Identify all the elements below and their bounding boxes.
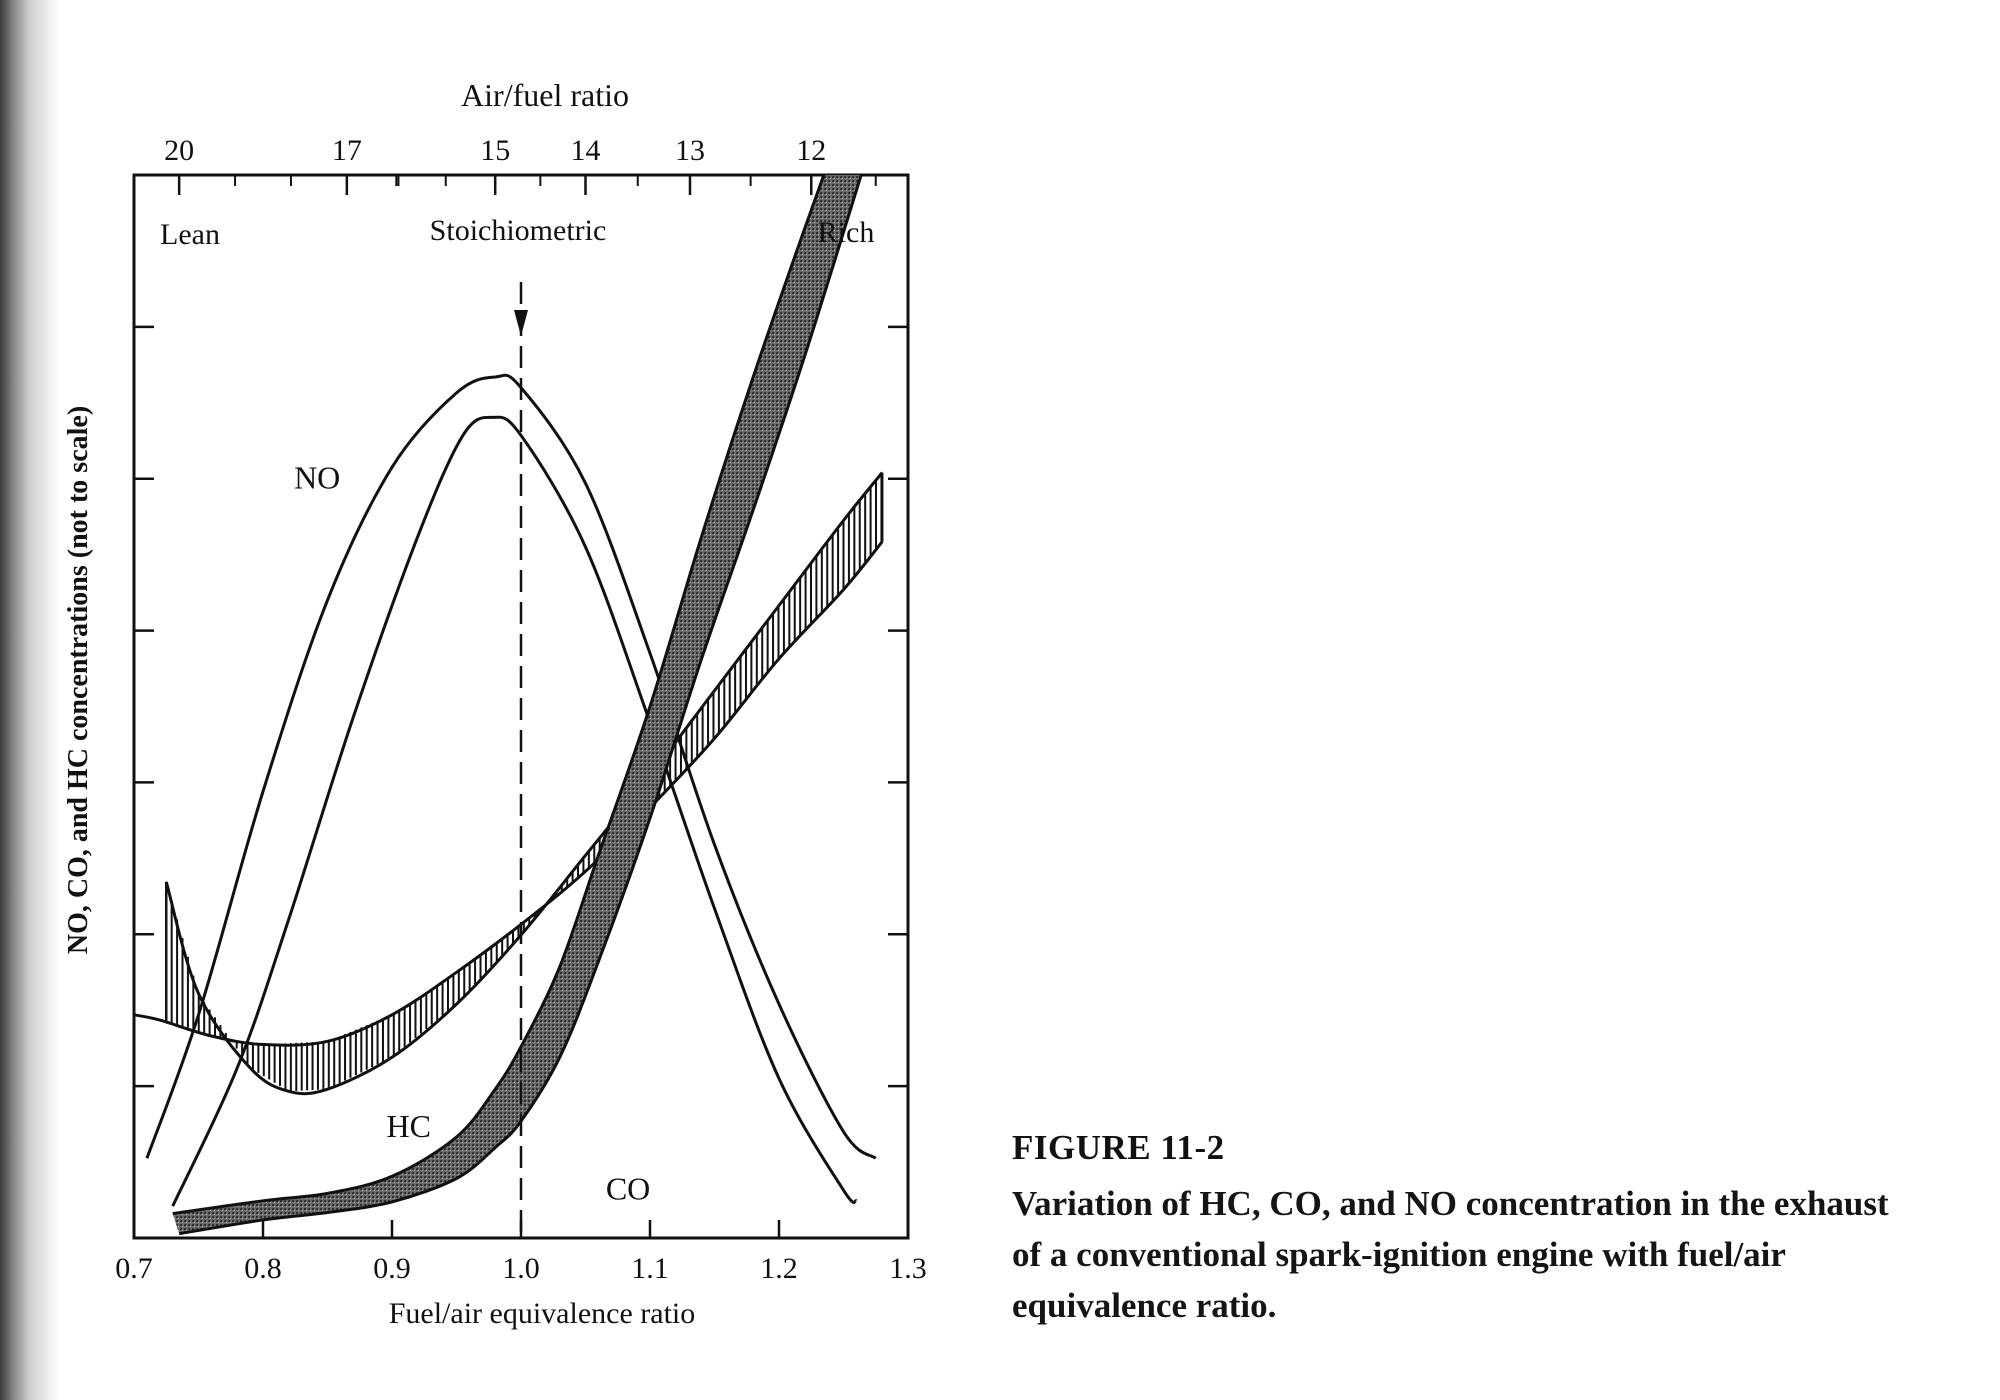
y-axis-ticks bbox=[134, 325, 908, 1088]
region-label-stoichiometric: Stoichiometric bbox=[430, 214, 607, 247]
annotation-layer: NO HC CO bbox=[294, 460, 650, 1207]
x-axis: 0.7 0.8 0.9 1.0 1.1 1.2 1.3 bbox=[115, 1220, 927, 1285]
region-label-lean: Lean bbox=[160, 218, 220, 251]
x-axis-label: Fuel/air equivalence ratio bbox=[389, 1297, 696, 1330]
figure-caption: FIGURE 11-2 Variation of HC, CO, and NO … bbox=[1012, 1128, 1912, 1331]
top-tick-label: 13 bbox=[675, 134, 705, 167]
figure-label: FIGURE 11-2 bbox=[1012, 1128, 1225, 1167]
series-layer bbox=[134, 175, 884, 1236]
x-tick-label: 1.0 bbox=[502, 1252, 540, 1285]
no-upper-curve bbox=[145, 373, 877, 1160]
co-upper-curve bbox=[172, 175, 826, 1216]
top-tick-label: 20 bbox=[164, 134, 194, 167]
x-tick-label: 1.1 bbox=[631, 1252, 669, 1285]
top-axis-label: Air/fuel ratio bbox=[461, 77, 629, 113]
y-axis-label: NO, CO, and HC concentrations (not to sc… bbox=[63, 406, 94, 954]
x-tick-label: 1.2 bbox=[760, 1252, 798, 1285]
hc-upper-curve bbox=[164, 471, 884, 1096]
top-tick-label: 15 bbox=[480, 134, 510, 167]
stoichiometric-arrow-icon bbox=[514, 310, 528, 336]
series-co bbox=[172, 175, 863, 1236]
no-lower-curve bbox=[171, 415, 858, 1207]
curve-label-co: CO bbox=[606, 1171, 650, 1207]
series-no bbox=[145, 373, 877, 1207]
figure-caption-text: Variation of HC, CO, and NO concentratio… bbox=[1012, 1184, 1889, 1325]
curve-label-hc: HC bbox=[387, 1108, 431, 1144]
scan-shadow-edge bbox=[0, 0, 60, 1400]
series-hc bbox=[134, 471, 884, 1096]
region-label-rich: Rich bbox=[818, 216, 875, 249]
top-tick-label: 12 bbox=[796, 134, 826, 167]
x-tick-label: 0.7 bbox=[115, 1252, 153, 1285]
x-tick-label: 0.9 bbox=[373, 1252, 411, 1285]
co-lower-curve bbox=[178, 175, 863, 1236]
top-tick-label: 17 bbox=[332, 134, 362, 167]
top-tick-label: 14 bbox=[571, 134, 601, 167]
curve-label-no: NO bbox=[294, 460, 340, 496]
x-tick-label: 0.8 bbox=[244, 1252, 282, 1285]
x-tick-label: 1.3 bbox=[889, 1252, 927, 1285]
top-axis: 20 17 15 14 13 12 bbox=[164, 134, 877, 195]
co-band-fill bbox=[172, 175, 862, 1234]
hc-lower-curve bbox=[134, 540, 884, 1047]
